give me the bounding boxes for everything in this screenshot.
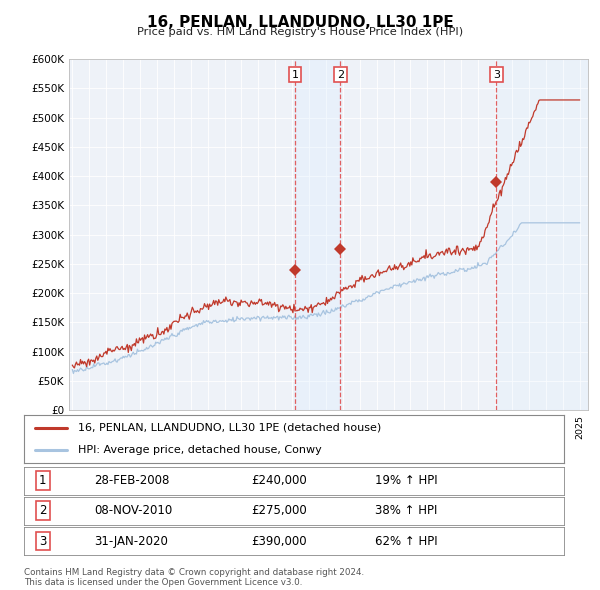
Text: This data is licensed under the Open Government Licence v3.0.: This data is licensed under the Open Gov… xyxy=(24,578,302,587)
Text: £240,000: £240,000 xyxy=(251,474,307,487)
Text: 2: 2 xyxy=(39,504,47,517)
Text: HPI: Average price, detached house, Conwy: HPI: Average price, detached house, Conw… xyxy=(78,445,322,455)
Text: 1: 1 xyxy=(292,70,298,80)
Text: 31-JAN-2020: 31-JAN-2020 xyxy=(94,535,168,548)
Text: Price paid vs. HM Land Registry's House Price Index (HPI): Price paid vs. HM Land Registry's House … xyxy=(137,27,463,37)
Text: 38% ↑ HPI: 38% ↑ HPI xyxy=(375,504,437,517)
Bar xyxy=(295,59,340,410)
Text: 62% ↑ HPI: 62% ↑ HPI xyxy=(375,535,437,548)
Text: 16, PENLAN, LLANDUDNO, LL30 1PE (detached house): 16, PENLAN, LLANDUDNO, LL30 1PE (detache… xyxy=(78,423,381,433)
Bar xyxy=(496,59,588,410)
Text: 2: 2 xyxy=(337,70,344,80)
Text: £390,000: £390,000 xyxy=(251,535,307,548)
Text: 1: 1 xyxy=(39,474,47,487)
Text: 16, PENLAN, LLANDUDNO, LL30 1PE: 16, PENLAN, LLANDUDNO, LL30 1PE xyxy=(146,15,454,30)
Text: 08-NOV-2010: 08-NOV-2010 xyxy=(94,504,172,517)
Text: 19% ↑ HPI: 19% ↑ HPI xyxy=(375,474,437,487)
Text: 3: 3 xyxy=(493,70,500,80)
Text: 3: 3 xyxy=(39,535,47,548)
Text: £275,000: £275,000 xyxy=(251,504,307,517)
Text: 28-FEB-2008: 28-FEB-2008 xyxy=(94,474,170,487)
Text: Contains HM Land Registry data © Crown copyright and database right 2024.: Contains HM Land Registry data © Crown c… xyxy=(24,568,364,577)
